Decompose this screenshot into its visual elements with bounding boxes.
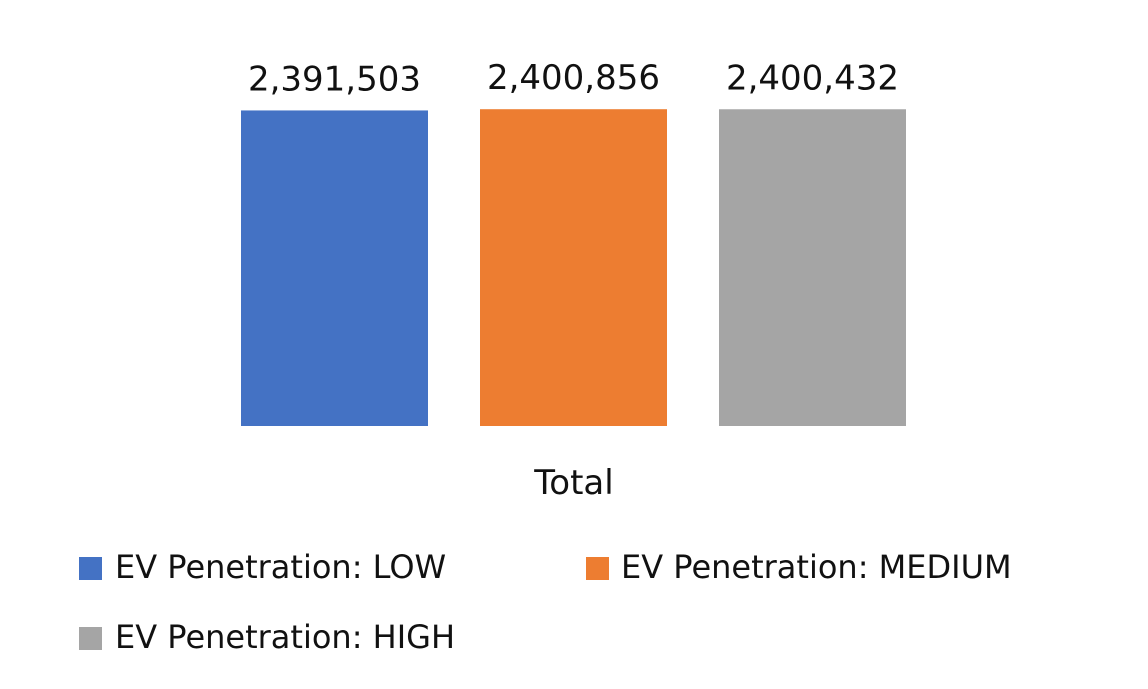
legend-item-low: EV Penetration: LOW (79, 548, 446, 586)
legend-swatch-high (79, 627, 102, 650)
bars (241, 109, 906, 427)
legend-label-low: EV Penetration: LOW (115, 548, 446, 586)
data-label-medium: 2,400,856 (487, 58, 660, 98)
legend-item-medium: EV Penetration: MEDIUM (586, 548, 1012, 586)
legend: EV Penetration: LOW EV Penetration: MEDIU… (79, 548, 1012, 656)
bar-high (719, 109, 906, 426)
category-axis: Total (533, 463, 613, 503)
bar-medium (480, 109, 667, 427)
bar-low (241, 110, 428, 427)
legend-label-medium: EV Penetration: MEDIUM (621, 548, 1012, 586)
legend-swatch-low (79, 557, 102, 580)
legend-item-high: EV Penetration: HIGH (79, 618, 455, 656)
data-label-low: 2,391,503 (248, 59, 421, 99)
legend-swatch-medium (586, 557, 609, 580)
data-labels: 2,391,503 2,400,856 2,400,432 (248, 58, 899, 99)
legend-label-high: EV Penetration: HIGH (115, 618, 455, 656)
category-label: Total (533, 463, 613, 503)
data-label-high: 2,400,432 (726, 58, 899, 98)
